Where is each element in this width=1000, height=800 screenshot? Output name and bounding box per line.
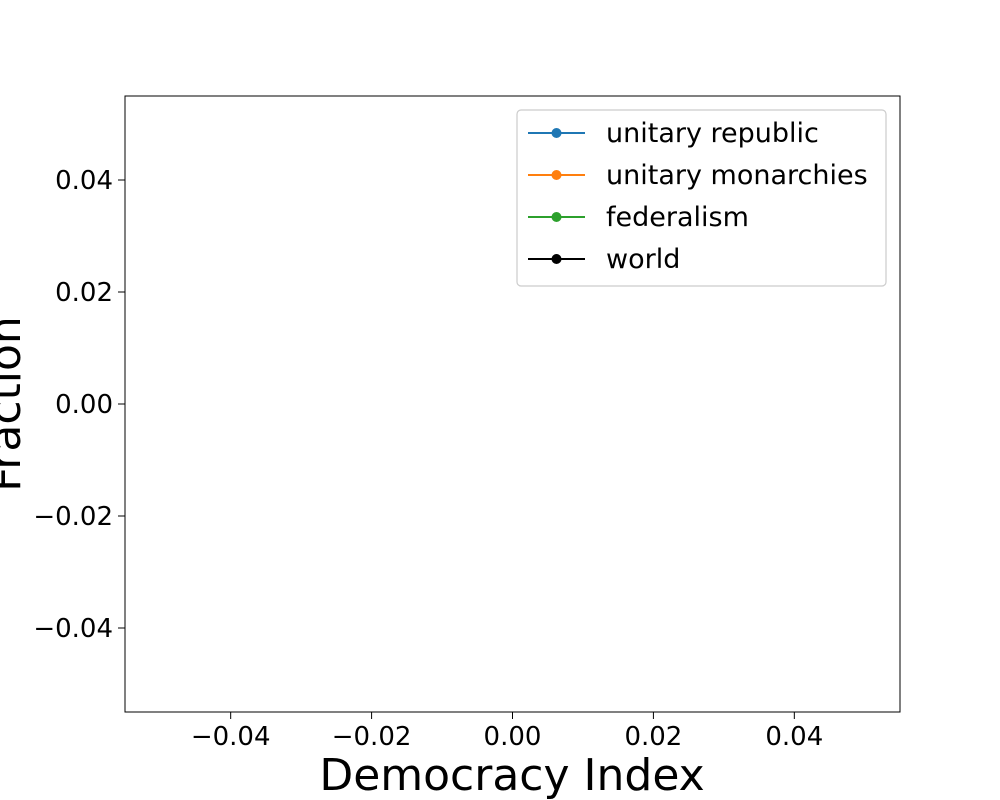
legend: unitary republic unitary monarchies federa…: [516, 109, 887, 287]
legend-label: unitary monarchies: [606, 160, 868, 191]
x-tick-label: 0.02: [624, 722, 682, 752]
legend-frame: [516, 109, 887, 287]
legend-label: federalism: [606, 202, 749, 233]
x-tick-label: 0.00: [484, 722, 542, 752]
x-axis-ticks: −0.04 −0.02 0.00 0.02 0.04: [191, 712, 823, 752]
legend-marker: [551, 212, 562, 222]
y-axis-ticks: −0.04 −0.02 0.00 0.02 0.04: [33, 166, 125, 644]
legend-marker: [551, 254, 562, 264]
y-tick-label: 0.02: [55, 278, 113, 308]
y-tick-label: −0.04: [33, 614, 113, 644]
y-tick-label: −0.02: [33, 502, 113, 532]
legend-label: unitary republic: [606, 118, 819, 149]
x-tick-label: −0.04: [191, 722, 271, 752]
legend-marker: [551, 128, 562, 138]
x-axis-title: Democracy Index: [319, 750, 704, 800]
y-axis-title: Fraction: [0, 316, 31, 492]
x-tick-label: 0.04: [765, 722, 823, 752]
legend-marker: [551, 170, 562, 180]
y-tick-label: 0.04: [55, 166, 113, 196]
legend-label: world: [606, 244, 680, 275]
x-tick-label: −0.02: [332, 722, 412, 752]
y-tick-label: 0.00: [55, 390, 113, 420]
